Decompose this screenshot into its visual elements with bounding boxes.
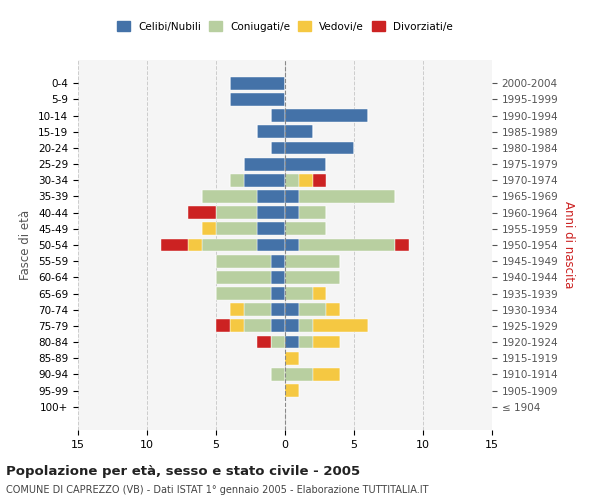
Bar: [244, 158, 285, 170]
Text: Popolazione per età, sesso e stato civile - 2005: Popolazione per età, sesso e stato civil…: [6, 465, 360, 478]
Bar: [299, 336, 313, 348]
Bar: [257, 238, 285, 252]
Bar: [313, 320, 368, 332]
Bar: [285, 142, 354, 154]
Bar: [202, 222, 216, 235]
Bar: [202, 190, 257, 203]
Bar: [216, 271, 271, 284]
Bar: [299, 303, 326, 316]
Bar: [285, 109, 368, 122]
Bar: [257, 336, 271, 348]
Bar: [244, 303, 271, 316]
Bar: [271, 109, 285, 122]
Bar: [271, 320, 285, 332]
Bar: [285, 126, 313, 138]
Bar: [271, 368, 285, 381]
Bar: [285, 384, 299, 397]
Bar: [216, 254, 271, 268]
Bar: [271, 142, 285, 154]
Bar: [285, 287, 313, 300]
Bar: [216, 287, 271, 300]
Y-axis label: Fasce di età: Fasce di età: [19, 210, 32, 280]
Bar: [285, 368, 313, 381]
Bar: [285, 158, 326, 170]
Bar: [244, 174, 285, 187]
Bar: [395, 238, 409, 252]
Bar: [271, 336, 285, 348]
Bar: [230, 174, 244, 187]
Bar: [299, 238, 395, 252]
Bar: [299, 190, 395, 203]
Bar: [285, 303, 299, 316]
Bar: [285, 320, 299, 332]
Bar: [271, 303, 285, 316]
Bar: [285, 238, 299, 252]
Bar: [285, 222, 326, 235]
Bar: [313, 368, 340, 381]
Bar: [230, 320, 244, 332]
Text: COMUNE DI CAPREZZO (VB) - Dati ISTAT 1° gennaio 2005 - Elaborazione TUTTITALIA.I: COMUNE DI CAPREZZO (VB) - Dati ISTAT 1° …: [6, 485, 428, 495]
Bar: [271, 254, 285, 268]
Bar: [285, 271, 340, 284]
Bar: [299, 174, 313, 187]
Bar: [271, 287, 285, 300]
Bar: [257, 190, 285, 203]
Bar: [244, 320, 271, 332]
Bar: [188, 206, 216, 219]
Bar: [216, 222, 257, 235]
Bar: [285, 190, 299, 203]
Bar: [257, 222, 285, 235]
Y-axis label: Anni di nascita: Anni di nascita: [562, 202, 575, 288]
Bar: [188, 238, 202, 252]
Bar: [216, 320, 230, 332]
Bar: [326, 303, 340, 316]
Bar: [285, 336, 299, 348]
Bar: [285, 206, 299, 219]
Bar: [257, 206, 285, 219]
Bar: [313, 174, 326, 187]
Bar: [216, 206, 257, 219]
Bar: [271, 271, 285, 284]
Bar: [230, 77, 285, 90]
Bar: [230, 93, 285, 106]
Legend: Celibi/Nubili, Coniugati/e, Vedovi/e, Divorziati/e: Celibi/Nubili, Coniugati/e, Vedovi/e, Di…: [113, 17, 457, 36]
Bar: [285, 254, 340, 268]
Bar: [313, 287, 326, 300]
Bar: [257, 126, 285, 138]
Bar: [161, 238, 188, 252]
Bar: [299, 320, 313, 332]
Bar: [202, 238, 257, 252]
Bar: [313, 336, 340, 348]
Bar: [230, 303, 244, 316]
Bar: [285, 352, 299, 364]
Bar: [285, 174, 299, 187]
Bar: [299, 206, 326, 219]
